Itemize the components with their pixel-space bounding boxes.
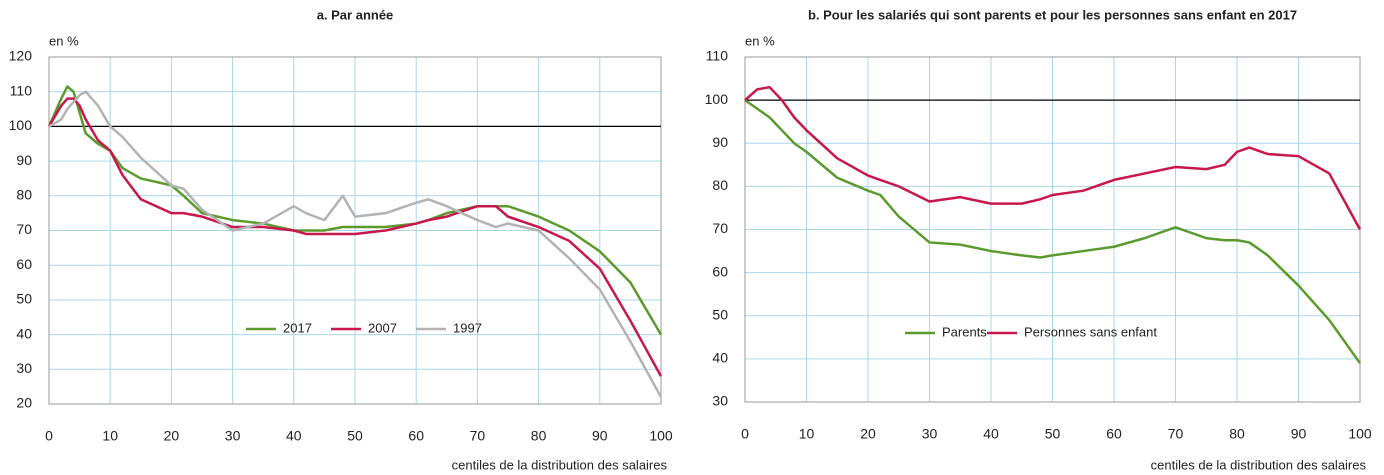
x-tick-label: 30 (922, 426, 938, 442)
x-tick-label: 10 (102, 428, 118, 444)
x-tick-label: 0 (45, 428, 53, 444)
data-line (744, 85, 1362, 231)
x-tick-label: 50 (347, 428, 363, 444)
x-tick-label: 50 (1045, 426, 1061, 442)
y-tick-label: 70 (16, 221, 32, 237)
y-tick-label: 30 (712, 393, 728, 409)
y-tick-label: 50 (712, 306, 728, 322)
y-tick-label: 100 (9, 117, 33, 133)
x-tick-label: 0 (741, 426, 749, 442)
x-tick-label: 10 (799, 426, 815, 442)
data-line (47, 85, 663, 336)
x-tick-label: 70 (470, 428, 486, 444)
y-tick-label: 80 (712, 177, 728, 193)
y-tick-label: 120 (9, 48, 33, 64)
chart-title: a. Par année (317, 7, 394, 22)
y-axis-label: en % (745, 33, 775, 48)
y-axis-label: en % (49, 33, 79, 48)
x-tick-label: 60 (408, 428, 424, 444)
x-tick-label: 100 (649, 428, 673, 444)
legend-label: 1997 (453, 320, 482, 335)
plot-frame (48, 56, 662, 405)
x-tick-label: 40 (983, 426, 999, 442)
x-axis-label: centiles de la distribution des salaires (1151, 457, 1367, 472)
y-tick-label: 80 (16, 187, 32, 203)
legend-label: 2017 (283, 320, 312, 335)
data-line (744, 99, 1362, 364)
x-tick-label: 70 (1168, 426, 1184, 442)
y-tick-label: 20 (16, 395, 32, 411)
y-tick-label: 60 (16, 256, 32, 272)
y-tick-label: 70 (712, 220, 728, 236)
y-tick-label: 30 (16, 360, 32, 376)
y-tick-label: 110 (10, 82, 33, 98)
x-tick-label: 40 (286, 428, 302, 444)
chart-title: b. Pour les salariés qui sont parents et… (808, 7, 1297, 22)
x-tick-label: 80 (531, 428, 547, 444)
x-tick-label: 20 (164, 428, 180, 444)
x-tick-label: 90 (592, 428, 608, 444)
x-tick-label: 80 (1229, 426, 1245, 442)
data-line (47, 97, 663, 377)
x-tick-label: 90 (1291, 426, 1307, 442)
data-line (48, 90, 663, 398)
y-tick-label: 60 (712, 263, 728, 279)
legend-label: Parents (942, 324, 987, 339)
y-tick-label: 40 (712, 350, 728, 366)
y-tick-label: 40 (16, 325, 32, 341)
y-tick-label: 90 (712, 134, 728, 150)
y-tick-label: 90 (16, 152, 32, 168)
legend-label: 2007 (368, 320, 397, 335)
x-tick-label: 20 (860, 426, 876, 442)
x-tick-label: 30 (225, 428, 241, 444)
legend-label: Personnes sans enfant (1024, 324, 1157, 339)
x-axis-label: centiles de la distribution des salaires (452, 457, 668, 472)
x-tick-label: 60 (1106, 426, 1122, 442)
y-tick-label: 50 (16, 291, 32, 307)
y-tick-label: 110 (706, 48, 729, 64)
x-tick-label: 100 (1348, 426, 1372, 442)
y-tick-label: 100 (705, 91, 729, 107)
